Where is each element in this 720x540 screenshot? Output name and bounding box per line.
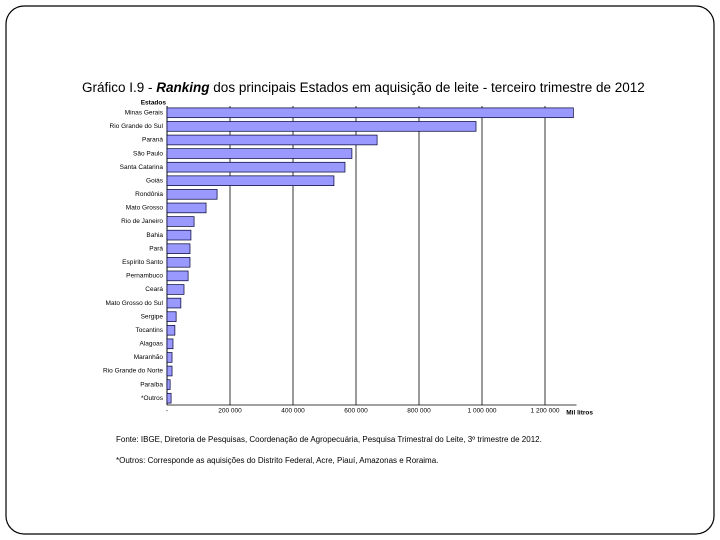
bar [166, 338, 174, 350]
y-tick-label: Alagoas [140, 341, 164, 348]
bar [166, 270, 189, 282]
title-part: Gráfico I.9 - [82, 80, 156, 95]
title-part: Ranking [156, 80, 210, 95]
y-tick-label: Tocantins [136, 327, 164, 334]
bar [166, 297, 182, 309]
y-tick-label: Mato Grosso do Sul [106, 300, 164, 307]
y-tick-label: São Paulo [133, 150, 163, 157]
x-tick-label: 600 000 [344, 408, 368, 415]
bar [166, 148, 353, 159]
x-tick-label: 1 000 000 [468, 408, 497, 415]
y-tick-label: Paraná [142, 137, 163, 144]
x-tick-label: 1 200 000 [531, 408, 560, 415]
bar [166, 352, 173, 363]
y-tick-label: Paraíba [140, 381, 163, 388]
x-tick-label: - [166, 408, 168, 415]
bar [166, 325, 176, 336]
y-tick-label: Mato Grosso [126, 205, 164, 212]
y-tick-label: Rio Grande do Sul [110, 123, 164, 130]
bar [166, 161, 346, 173]
bar [166, 134, 378, 146]
chart-title: Gráfico I.9 - Ranking dos principais Est… [82, 80, 645, 95]
y-axis-label: Estados [141, 100, 167, 107]
y-tick-label: Pernambuco [126, 273, 163, 280]
y-tick-label: Santa Catarina [120, 164, 164, 171]
source-note: Fonte: IBGE, Diretoria de Pesquisas, Coo… [116, 435, 542, 444]
bar [166, 392, 172, 404]
y-tick-label: Bahia [146, 232, 163, 239]
bar [166, 175, 335, 186]
bar [166, 107, 574, 119]
bar [166, 379, 171, 390]
bar [166, 229, 192, 241]
bar [166, 202, 207, 214]
y-tick-label: Rio de Janeiro [121, 218, 163, 225]
y-tick-label: Ceará [145, 286, 163, 293]
title-part: dos principais Estados em aquisição de l… [210, 80, 645, 95]
y-tick-label: Pará [149, 245, 163, 252]
bar [166, 121, 477, 132]
bar [166, 311, 177, 322]
x-tick-label: 400 000 [281, 408, 305, 415]
y-tick-label: Goiás [146, 177, 164, 184]
bar [166, 284, 185, 295]
x-tick-label: 800 000 [407, 408, 431, 415]
bar [166, 365, 173, 377]
footnote: *Outros: Corresponde as aquisições do Di… [116, 456, 438, 465]
y-tick-label: *Outros [141, 395, 164, 402]
y-tick-label: Rio Grande do Norte [103, 368, 163, 375]
x-tick-label: 200 000 [218, 408, 242, 415]
bar [166, 243, 191, 254]
y-tick-label: Maranhão [134, 354, 164, 361]
bar [166, 216, 195, 227]
y-tick-label: Minas Gerais [125, 110, 164, 117]
bar [166, 189, 218, 200]
y-tick-label: Sergipe [141, 313, 164, 320]
bar [166, 257, 191, 268]
y-tick-label: Espírito Santo [122, 259, 163, 266]
y-tick-label: Rondônia [135, 191, 163, 198]
x-axis-label: Mil litros [566, 410, 593, 417]
